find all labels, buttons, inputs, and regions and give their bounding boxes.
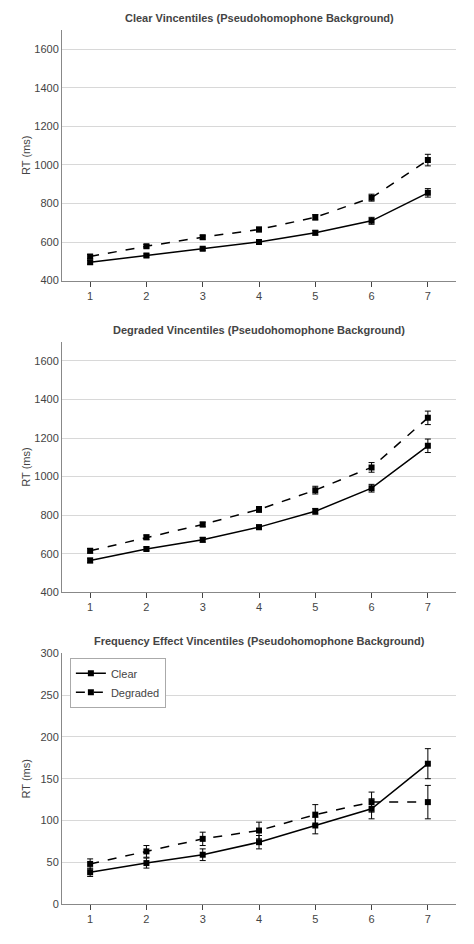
svg-text:250: 250 <box>40 689 58 701</box>
svg-text:400: 400 <box>40 586 58 598</box>
svg-text:7: 7 <box>425 290 431 302</box>
svg-text:Clear: Clear <box>111 668 138 680</box>
svg-text:RT (ms): RT (ms) <box>20 447 32 486</box>
svg-text:Degraded: Degraded <box>111 687 159 699</box>
svg-text:4: 4 <box>256 601 262 613</box>
svg-text:1400: 1400 <box>34 82 58 94</box>
svg-text:1600: 1600 <box>34 355 58 367</box>
svg-text:800: 800 <box>40 509 58 521</box>
svg-text:800: 800 <box>40 197 58 209</box>
svg-text:5: 5 <box>312 290 318 302</box>
svg-text:1: 1 <box>87 290 93 302</box>
svg-text:600: 600 <box>40 548 58 560</box>
svg-text:1: 1 <box>87 601 93 613</box>
svg-text:0: 0 <box>53 898 59 910</box>
svg-text:7: 7 <box>425 913 431 925</box>
svg-text:3: 3 <box>200 601 206 613</box>
svg-text:RT (ms): RT (ms) <box>20 759 32 798</box>
svg-text:Frequency Effect Vincentiles (: Frequency Effect Vincentiles (Pseudohomo… <box>94 635 425 647</box>
svg-text:100: 100 <box>40 814 58 826</box>
svg-text:3: 3 <box>200 913 206 925</box>
svg-text:2: 2 <box>143 913 149 925</box>
svg-text:1: 1 <box>87 913 93 925</box>
svg-text:1400: 1400 <box>34 393 58 405</box>
svg-text:200: 200 <box>40 731 58 743</box>
svg-text:3: 3 <box>200 290 206 302</box>
svg-text:Degraded Vincentiles (Pseudoho: Degraded Vincentiles (Pseudohomophone Ba… <box>113 324 405 336</box>
svg-text:50: 50 <box>47 856 59 868</box>
svg-text:1200: 1200 <box>34 432 58 444</box>
svg-text:7: 7 <box>425 601 431 613</box>
svg-text:1600: 1600 <box>34 43 58 55</box>
svg-text:600: 600 <box>40 236 58 248</box>
svg-text:4: 4 <box>256 290 262 302</box>
svg-text:400: 400 <box>40 274 58 286</box>
svg-text:1000: 1000 <box>34 470 58 482</box>
svg-text:1000: 1000 <box>34 159 58 171</box>
svg-text:1200: 1200 <box>34 120 58 132</box>
svg-text:300: 300 <box>40 647 58 659</box>
svg-text:150: 150 <box>40 773 58 785</box>
svg-text:RT (ms): RT (ms) <box>20 136 32 175</box>
svg-text:5: 5 <box>312 913 318 925</box>
svg-text:6: 6 <box>369 290 375 302</box>
svg-text:5: 5 <box>312 601 318 613</box>
svg-text:4: 4 <box>256 913 262 925</box>
svg-text:2: 2 <box>143 290 149 302</box>
svg-text:6: 6 <box>369 601 375 613</box>
svg-text:Clear Vincentiles (Pseudohomop: Clear Vincentiles (Pseudohomophone Backg… <box>125 12 394 24</box>
svg-text:6: 6 <box>369 913 375 925</box>
svg-text:2: 2 <box>143 601 149 613</box>
